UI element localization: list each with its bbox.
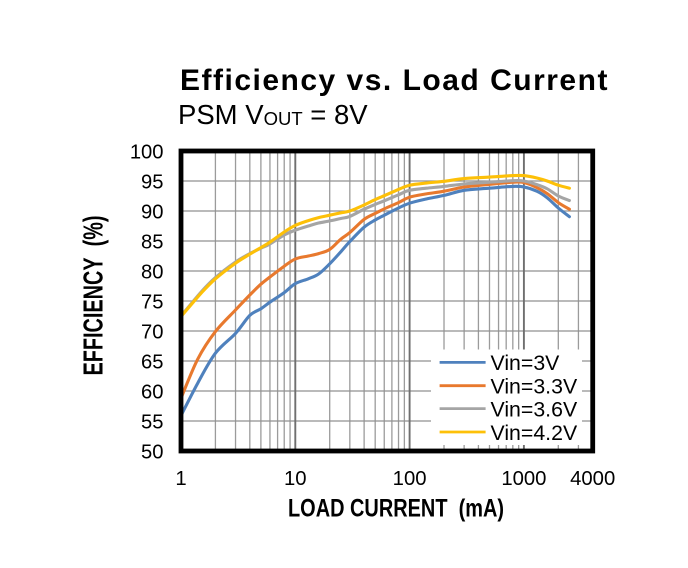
svg-text:100: 100 bbox=[130, 141, 164, 163]
svg-text:Vin=3V: Vin=3V bbox=[491, 351, 561, 375]
svg-text:75: 75 bbox=[141, 291, 163, 313]
svg-text:100: 100 bbox=[393, 468, 427, 490]
svg-text:Vin=3.6V: Vin=3.6V bbox=[491, 397, 578, 421]
svg-text:4000: 4000 bbox=[570, 468, 615, 490]
svg-text:10: 10 bbox=[284, 468, 307, 490]
svg-text:55: 55 bbox=[141, 411, 163, 433]
svg-text:80: 80 bbox=[141, 261, 163, 283]
svg-text:95: 95 bbox=[141, 171, 163, 193]
svg-text:1000: 1000 bbox=[501, 468, 546, 490]
svg-text:Vin=3.3V: Vin=3.3V bbox=[491, 375, 578, 399]
svg-text:70: 70 bbox=[141, 321, 163, 343]
svg-text:EFFICIENCY (%): EFFICIENCY (%) bbox=[78, 216, 109, 376]
svg-text:1: 1 bbox=[175, 468, 186, 490]
svg-text:LOAD CURRENT (mA): LOAD CURRENT (mA) bbox=[288, 495, 504, 523]
svg-text:50: 50 bbox=[141, 441, 163, 463]
svg-text:60: 60 bbox=[141, 381, 163, 403]
svg-text:65: 65 bbox=[141, 351, 163, 373]
svg-text:90: 90 bbox=[141, 201, 163, 223]
svg-text:85: 85 bbox=[141, 231, 163, 253]
svg-text:Vin=4.2V: Vin=4.2V bbox=[491, 421, 578, 445]
svg-text:Efficiency vs. Load Current: Efficiency vs. Load Current bbox=[180, 64, 609, 97]
